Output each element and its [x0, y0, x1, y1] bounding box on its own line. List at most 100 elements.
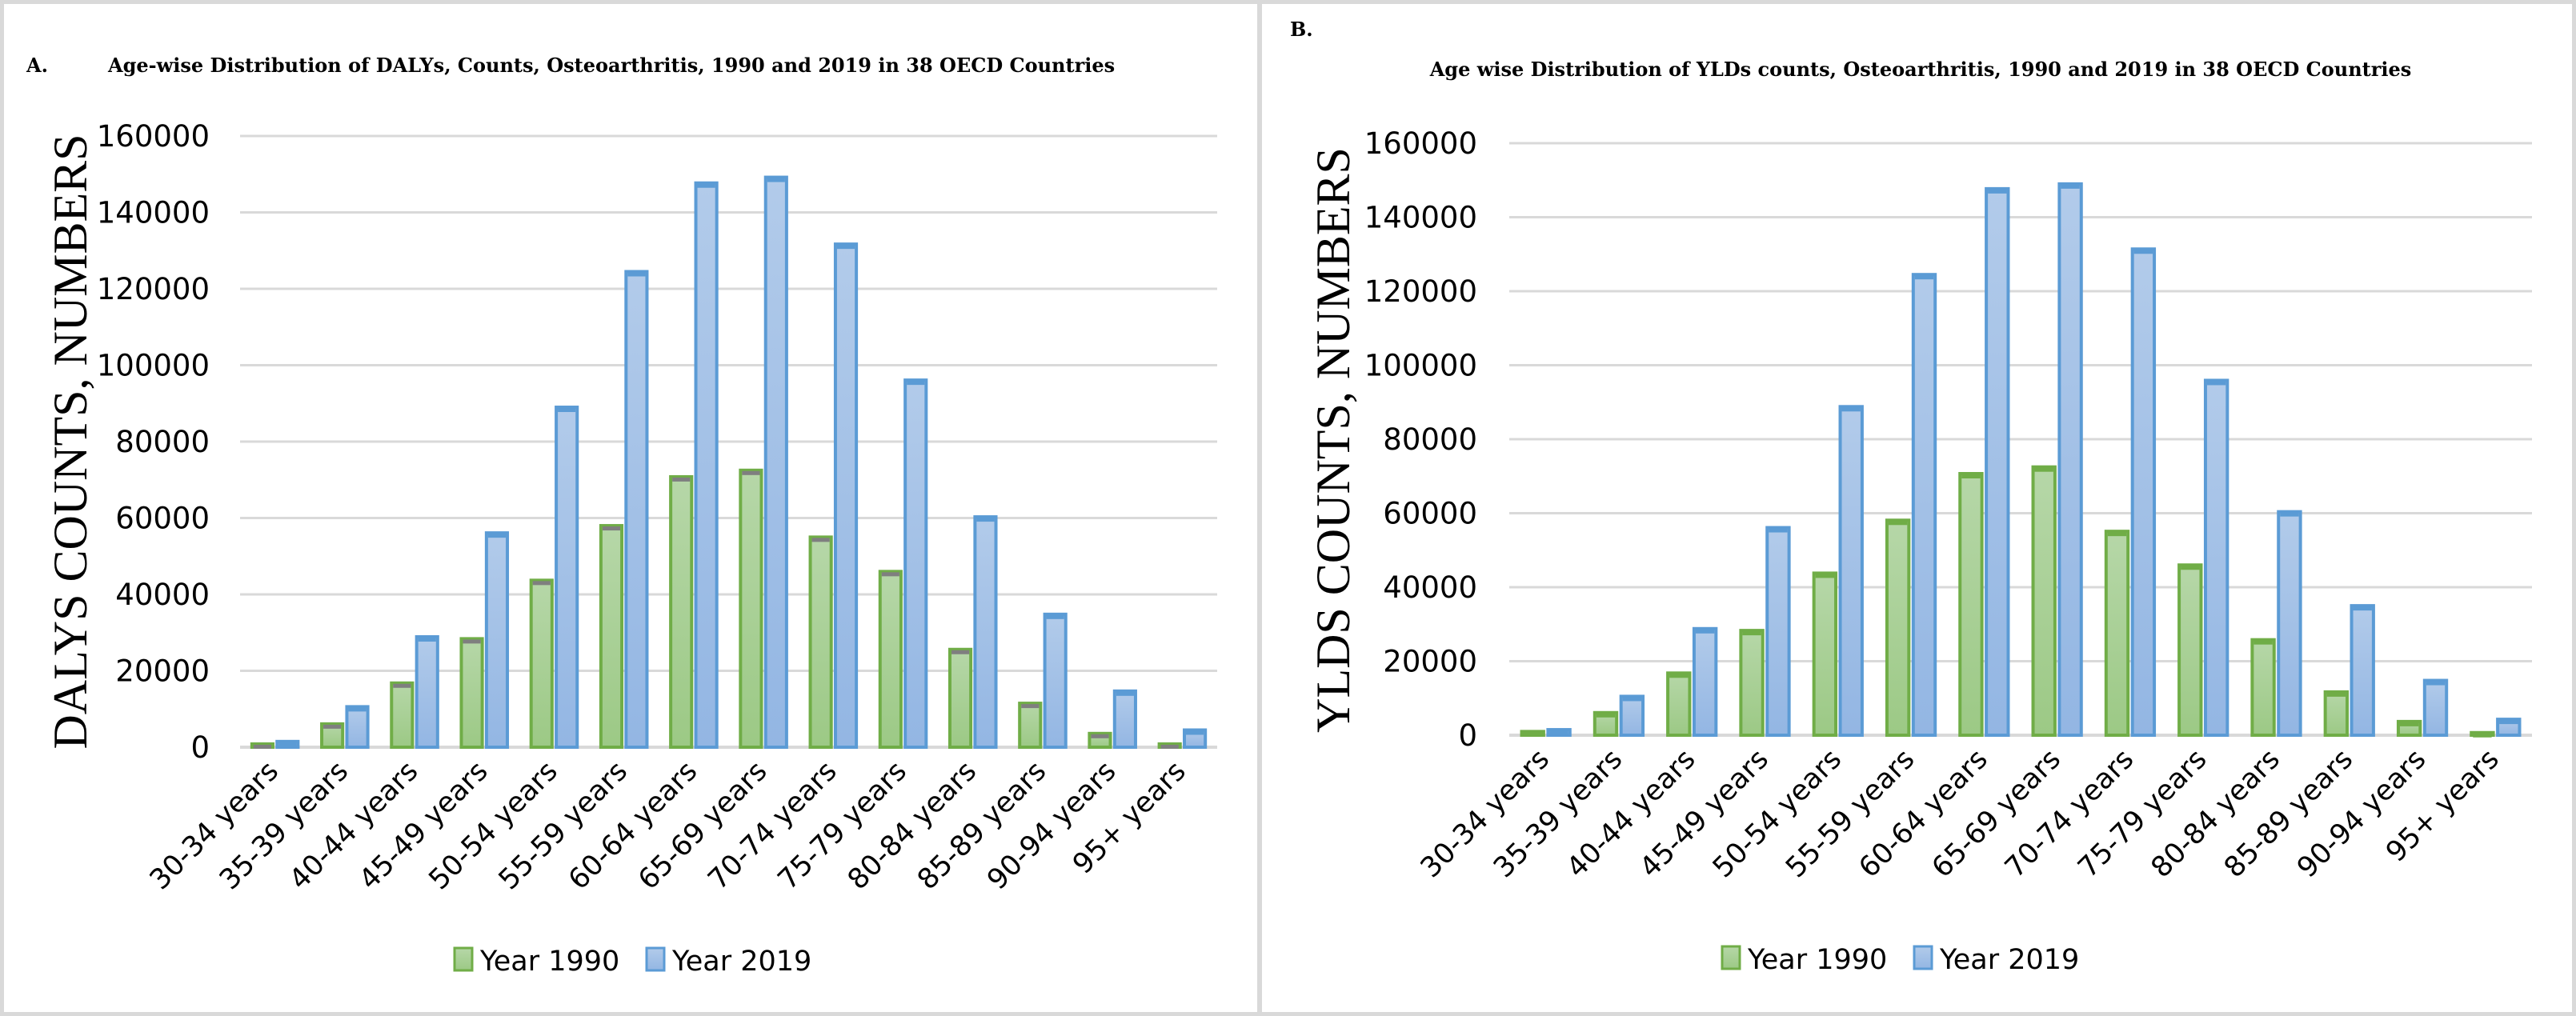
bar-cap: [836, 245, 855, 250]
bar-cap: [1046, 614, 1064, 619]
bar-cap: [1549, 730, 1568, 735]
legend-label-year-2019: Year 2019: [671, 946, 811, 978]
bar-cap: [558, 408, 576, 413]
y-tick-labels: 0 20000 40000 60000 80000 100000 120000 140000 1…: [1364, 126, 1477, 753]
y-tick-label: 140000: [1364, 201, 1477, 235]
bar-cap: [1116, 691, 1134, 696]
bar-cap: [393, 683, 411, 688]
bar-cap: [2181, 566, 2200, 570]
y-tick-label: 100000: [1364, 349, 1477, 383]
bar-year-1990-80-84-years: [947, 647, 973, 750]
y-tick-label: 0: [1458, 718, 1477, 753]
bar-cap: [2353, 606, 2372, 611]
bar-year-1990-65-69-years: [2031, 465, 2057, 737]
bar-year-1990-60-64-years: [669, 474, 694, 749]
bar-year-1990-50-54-years: [1812, 571, 1838, 737]
legend-label-year-2019: Year 2019: [1939, 944, 2079, 976]
bar-year-2019-55-59-years: [1911, 273, 1937, 737]
bar-year-2019-90-94-years: [1112, 689, 1137, 749]
y-axis-title: YLDS COUNTS, NUMBERS: [1307, 147, 1360, 733]
bar-year-1990-45-49-years: [459, 637, 484, 750]
bar-cap: [976, 518, 995, 522]
bar-cap: [2133, 250, 2153, 254]
bar-cap: [627, 272, 646, 277]
bar-year-2019-65-69-years: [763, 175, 788, 749]
bar-cap: [881, 572, 899, 577]
bar-cap: [348, 707, 367, 712]
legend: Year 1990 Year 2019: [453, 946, 811, 978]
legend-swatch-year-2019: [1913, 945, 1933, 970]
bar-year-1990-70-74-years: [2104, 530, 2130, 737]
bar-cap: [672, 477, 691, 482]
bar-cap: [1742, 631, 1761, 636]
bar-cap: [1914, 275, 1934, 280]
bar-year-2019-40-44-years: [415, 635, 439, 749]
bar-year-2019-85-89-years: [1043, 612, 1068, 750]
y-tick-label: 80000: [1383, 422, 1477, 457]
chart-title: Age wise Distribution of YLDs counts, Os…: [1429, 58, 2412, 81]
bar-cap: [907, 381, 925, 386]
bar-year-1990-55-59-years: [1885, 518, 1911, 737]
bar-cap: [951, 650, 970, 654]
bar-cap: [278, 742, 297, 746]
bar-cap: [2326, 692, 2346, 697]
bar-year-2019-60-64-years: [1985, 186, 2010, 737]
y-tick-label: 20000: [115, 654, 210, 689]
legend: Year 1990 Year 2019: [1721, 944, 2079, 976]
bar-year-1990-80-84-years: [2250, 638, 2276, 737]
chart-title: Age-wise Distribution of DALYs, Counts, …: [107, 54, 1115, 77]
bar-cap: [697, 183, 715, 188]
bar-cap: [1815, 574, 1835, 578]
bar-cap: [1160, 744, 1179, 749]
bar-year-1990-40-44-years: [1666, 671, 1692, 737]
bar-year-2019-70-74-years: [833, 242, 859, 749]
bar-cap: [767, 178, 785, 182]
bar-year-2019-65-69-years: [2057, 182, 2083, 737]
bar-year-2019-90-94-years: [2422, 678, 2449, 737]
y-tick-label: 140000: [97, 196, 210, 230]
bar-cap: [742, 470, 760, 475]
bar-cap: [1841, 407, 1861, 412]
y-tick-label: 160000: [1364, 126, 1477, 161]
bar-cap: [2253, 640, 2273, 645]
bar-cap: [1523, 732, 1542, 737]
bar-year-1990-45-49-years: [1739, 629, 1765, 737]
bar-year-2019-75-79-years: [903, 378, 928, 749]
chart-panel-b: B. Age wise Distribution of YLDs counts,…: [1290, 18, 2532, 976]
bar-year-1990-50-54-years: [529, 578, 554, 750]
y-tick-labels: 0 20000 40000 60000 80000 100000 120000 140000 1…: [97, 119, 210, 765]
y-axis-title: DALYS COUNTS, NUMBERS: [44, 134, 97, 749]
bar-year-2019-45-49-years: [1765, 526, 1791, 737]
bar-cap: [1961, 474, 1981, 479]
panel-label: A.: [26, 54, 48, 77]
bar-year-2019-75-79-years: [2203, 378, 2229, 737]
chart-panel-a: A. Age-wise Distribution of DALYs, Count…: [26, 54, 1217, 978]
bar-cap: [463, 639, 481, 644]
panel-divider: [1257, 0, 1262, 1016]
bar-cap: [2107, 532, 2127, 537]
bar-cap: [1988, 189, 2007, 194]
y-tick-label: 60000: [115, 502, 210, 536]
y-tick-label: 160000: [97, 119, 210, 154]
bar-year-1990-55-59-years: [599, 524, 624, 749]
bar-cap: [2399, 722, 2419, 726]
bar-year-1990-85-89-years: [1018, 702, 1043, 750]
bar-year-2019-60-64-years: [694, 181, 719, 750]
bar-year-2019-35-39-years: [345, 705, 370, 750]
bar-year-2019-50-54-years: [1838, 405, 1864, 737]
bar-cap: [811, 538, 830, 542]
y-tick-label: 40000: [115, 578, 210, 612]
gridlines: [240, 134, 1217, 749]
bar-year-1990-75-79-years: [878, 570, 903, 749]
bar-cap: [253, 744, 271, 749]
bar-year-2019-45-49-years: [484, 531, 510, 749]
legend-swatch-year-1990: [1721, 945, 1741, 970]
bar-cap: [1186, 730, 1204, 735]
bars: [250, 175, 1208, 750]
y-tick-label: 100000: [97, 349, 210, 383]
bar-year-1990-75-79-years: [2177, 563, 2203, 737]
bar-year-2019-85-89-years: [2350, 604, 2375, 737]
bar-cap: [1669, 674, 1689, 678]
